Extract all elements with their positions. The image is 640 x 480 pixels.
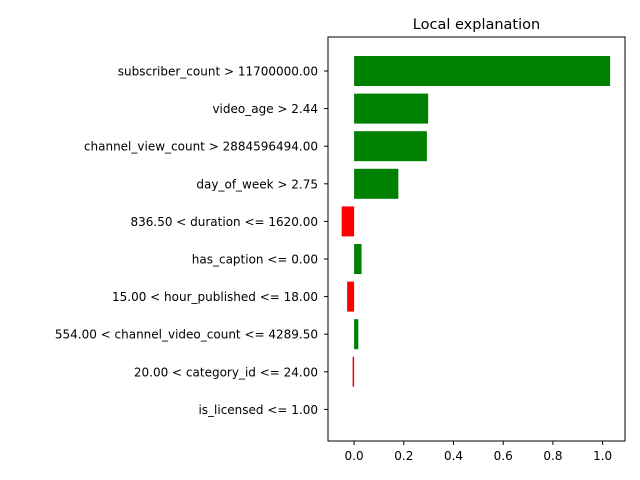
bar-6 [347, 281, 355, 312]
x-tick-label-4: 0.8 [543, 449, 562, 463]
x-tick-label-5: 1.0 [593, 449, 612, 463]
bar-1 [354, 93, 429, 124]
bar-5 [354, 244, 362, 274]
y-tick-label-5: has_caption <= 0.00 [192, 253, 318, 267]
y-tick-label-3: day_of_week > 2.75 [196, 177, 318, 191]
bar-4 [341, 206, 355, 237]
x-tick-label-2: 0.4 [444, 449, 463, 463]
bar-3 [354, 168, 399, 199]
x-ticks: 0.0 0.2 0.4 0.6 0.8 1.0 [345, 441, 612, 463]
y-tick-label-6: 15.00 < hour_published <= 18.00 [112, 290, 318, 304]
x-tick-label-3: 0.6 [494, 449, 513, 463]
bar-7 [354, 319, 359, 350]
y-tick-label-9: is_licensed <= 1.00 [198, 403, 318, 417]
bar-0 [354, 56, 611, 86]
y-tick-label-1: video_age > 2.44 [212, 102, 318, 116]
y-tick-label-7: 554.00 < channel_video_count <= 4289.50 [55, 328, 318, 342]
bar-8 [352, 356, 355, 387]
plot-frame [327, 36, 626, 442]
x-tick-label-1: 0.2 [394, 449, 413, 463]
y-tick-label-0: subscriber_count > 11700000.00 [118, 65, 318, 79]
y-tick-label-2: channel_view_count > 2884596494.00 [84, 140, 318, 154]
bar-2 [354, 131, 427, 162]
bars-group [341, 56, 611, 387]
x-tick-label-0: 0.0 [345, 449, 364, 463]
y-tick-label-4: 836.50 < duration <= 1620.00 [130, 215, 318, 229]
chart-title: Local explanation [413, 17, 540, 33]
y-tick-label-8: 20.00 < category_id <= 24.00 [134, 365, 318, 379]
y-tick-labels: subscriber_count > 11700000.00 video_age … [55, 65, 328, 417]
